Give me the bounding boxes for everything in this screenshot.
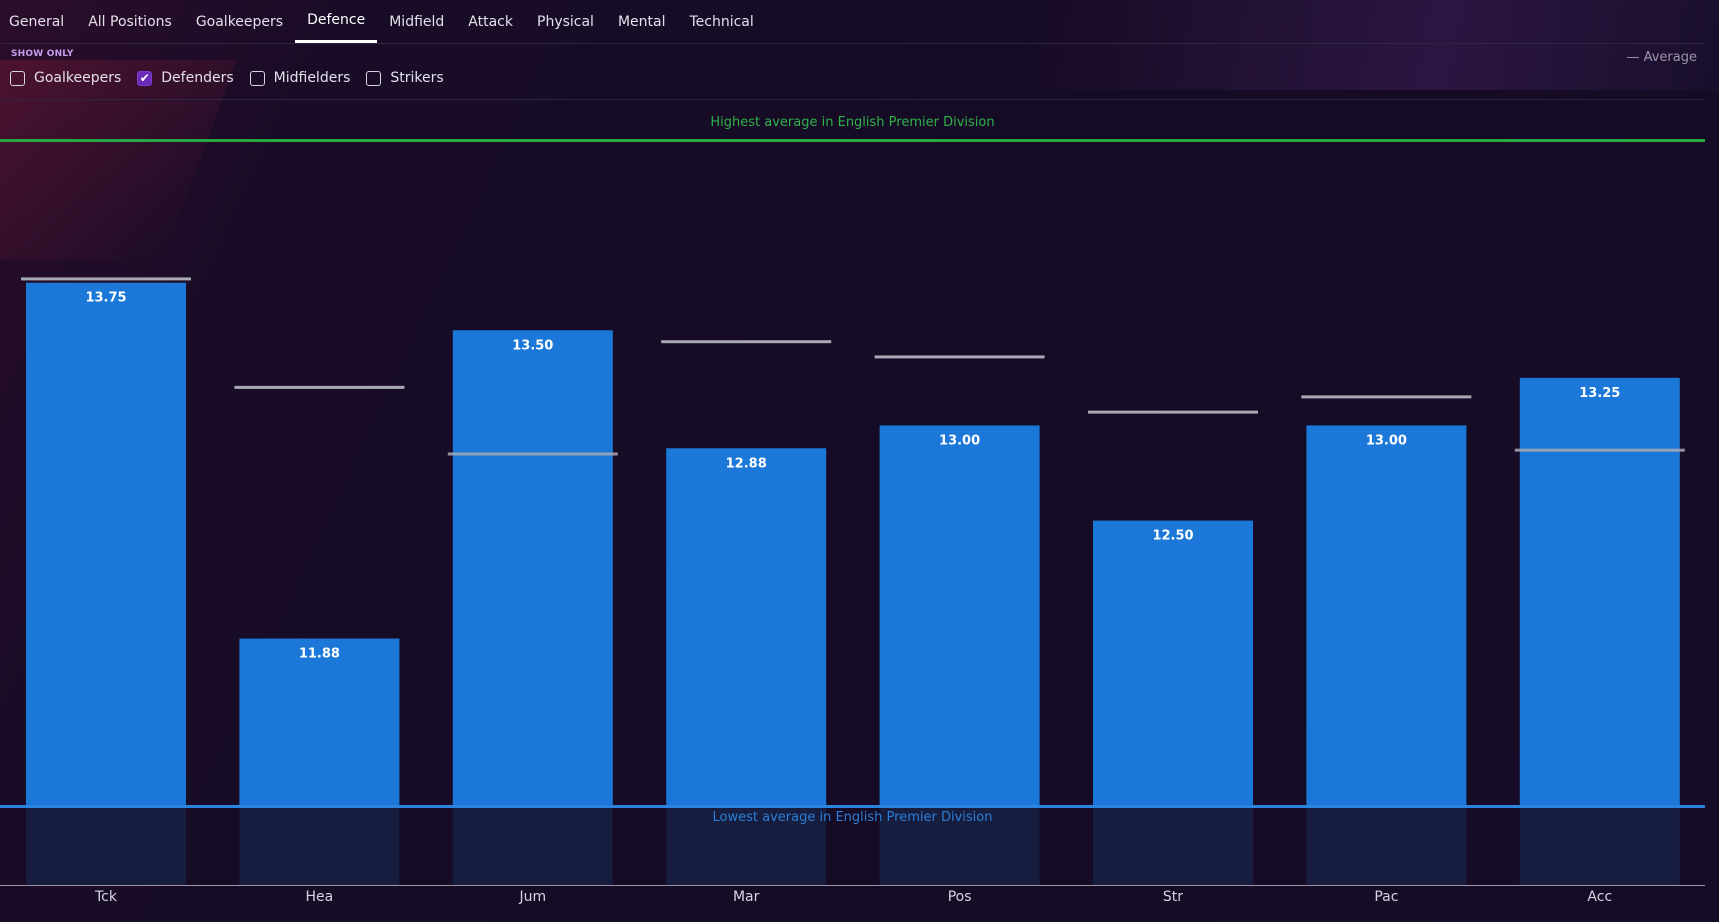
data-label-acc: 13.25 — [1579, 386, 1620, 401]
tab-midfield[interactable]: Midfield — [389, 13, 445, 30]
bar-hea[interactable] — [239, 638, 400, 806]
checkmark-icon: ✔ — [139, 71, 150, 85]
bar-str[interactable] — [1093, 520, 1253, 806]
tab-physical[interactable]: Physical — [537, 13, 594, 30]
tab-bar: General All Positions Goalkeepers Defence Mi… — [0, 0, 1719, 43]
filter-strikers[interactable]: Strikers — [366, 70, 444, 86]
average-line-mar — [661, 340, 832, 344]
lowest-average-line — [0, 805, 1705, 808]
background-decoration — [1019, 0, 1719, 90]
average-legend: — Average — [1626, 50, 1697, 65]
tab-technical[interactable]: Technical — [689, 13, 754, 30]
filter-label: Defenders — [161, 70, 234, 86]
x-tick-hea: Hea — [305, 889, 334, 905]
bar-base-jum — [452, 806, 613, 885]
average-line-acc — [1514, 448, 1685, 452]
bar-pac[interactable] — [1306, 425, 1467, 806]
x-tick-acc: Acc — [1587, 889, 1613, 905]
bar-base-str — [1093, 806, 1253, 885]
bar-jum[interactable] — [452, 330, 613, 806]
bar-tck[interactable] — [26, 282, 186, 806]
bar-pos[interactable] — [879, 425, 1040, 806]
data-label-str: 12.50 — [1152, 529, 1193, 544]
bar-acc[interactable] — [1519, 377, 1680, 806]
position-filters: Goalkeepers ✔ Defenders Midfielders Strikers — [10, 70, 460, 86]
bar-base-mar — [666, 806, 827, 885]
average-line-pos — [874, 355, 1045, 359]
data-label-jum: 13.50 — [512, 338, 553, 353]
checkbox[interactable] — [10, 70, 25, 86]
filter-label: Goalkeepers — [34, 70, 122, 86]
x-tick-jum: Jum — [519, 889, 547, 905]
average-line-pac — [1301, 395, 1472, 399]
filter-label: Strikers — [390, 70, 444, 86]
data-label-pac: 13.00 — [1366, 433, 1407, 448]
bar-base-pos — [879, 806, 1040, 885]
highest-average-line — [0, 139, 1705, 142]
bar-base-acc — [1519, 806, 1680, 885]
x-axis-line — [0, 885, 1705, 886]
tab-general[interactable]: General — [9, 13, 65, 30]
tab-goalkeepers[interactable]: Goalkeepers — [195, 13, 284, 30]
checkbox[interactable] — [249, 70, 265, 86]
data-label-tck: 13.75 — [85, 291, 126, 306]
data-label-mar: 12.88 — [726, 456, 767, 471]
x-tick-pac: Pac — [1374, 889, 1399, 905]
tab-attack[interactable]: Attack — [468, 13, 513, 30]
average-line-hea — [234, 385, 405, 389]
show-only-title: SHOW ONLY — [11, 49, 74, 59]
tab-all-positions[interactable]: All Positions — [88, 13, 172, 30]
average-line-tck — [21, 277, 191, 281]
checkbox[interactable] — [366, 70, 382, 86]
divider — [0, 43, 1705, 44]
data-label-pos: 13.00 — [939, 433, 980, 448]
bar-base-pac — [1306, 806, 1467, 885]
highest-average-label: Highest average in English Premier Divis… — [710, 115, 995, 130]
checkbox-checked[interactable]: ✔ — [137, 70, 153, 86]
filter-midfielders[interactable]: Midfielders — [249, 70, 351, 86]
filter-label: Midfielders — [273, 70, 351, 86]
bar-mar[interactable] — [666, 448, 827, 806]
tab-mental[interactable]: Mental — [617, 13, 666, 30]
x-tick-mar: Mar — [732, 889, 760, 905]
divider — [0, 99, 1705, 100]
x-tick-str: Str — [1162, 889, 1184, 905]
tab-defence[interactable]: Defence — [295, 0, 378, 43]
bar-base-hea — [239, 806, 400, 885]
average-line-str — [1088, 410, 1258, 414]
lowest-average-label: Lowest average in English Premier Divisi… — [712, 810, 993, 825]
filter-goalkeepers[interactable]: Goalkeepers — [10, 70, 121, 86]
filter-defenders[interactable]: ✔ Defenders — [137, 70, 234, 86]
average-line-jum — [447, 452, 618, 456]
data-label-hea: 11.88 — [299, 647, 340, 662]
x-tick-pos: Pos — [947, 889, 972, 905]
x-tick-tck: Tck — [95, 889, 117, 905]
bar-base-tck — [26, 806, 186, 885]
